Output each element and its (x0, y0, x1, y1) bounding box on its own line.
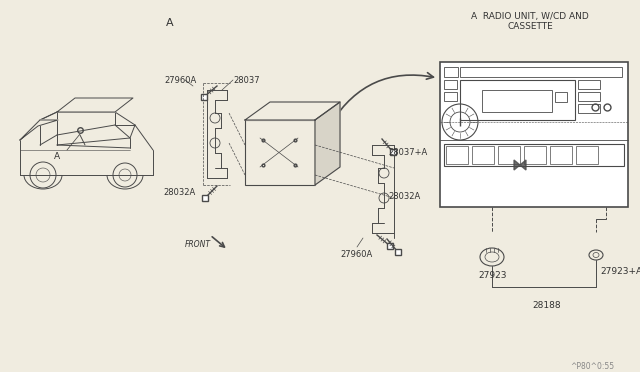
Text: A: A (166, 18, 174, 28)
Bar (555, 92, 567, 102)
Bar (444, 67, 458, 77)
Text: 27960A: 27960A (340, 250, 372, 259)
Text: A  RADIO UNIT, W/CD AND: A RADIO UNIT, W/CD AND (471, 12, 589, 21)
Bar (578, 92, 600, 101)
Bar (444, 144, 624, 166)
Bar (578, 80, 600, 89)
Text: A: A (54, 152, 60, 161)
Bar (578, 104, 600, 113)
Text: FRONT: FRONT (185, 240, 211, 249)
Polygon shape (315, 102, 340, 185)
Polygon shape (514, 160, 520, 170)
Text: 28037: 28037 (233, 76, 260, 85)
Text: 28037+A: 28037+A (388, 148, 428, 157)
Bar (446, 146, 468, 164)
Text: 27923+A: 27923+A (600, 267, 640, 276)
Text: 28032A: 28032A (163, 188, 195, 197)
Polygon shape (20, 120, 58, 140)
Bar (576, 146, 598, 164)
Bar (245, 120, 315, 185)
Text: ^P80^0:55: ^P80^0:55 (570, 362, 614, 371)
Bar (444, 92, 457, 101)
Bar (550, 146, 572, 164)
Bar (444, 80, 457, 89)
Bar (460, 67, 622, 77)
Bar (440, 62, 628, 207)
Bar (460, 80, 575, 120)
Text: CASSETTE: CASSETTE (507, 22, 553, 31)
Bar (482, 90, 552, 112)
FancyArrowPatch shape (332, 73, 433, 123)
Bar (524, 146, 546, 164)
Text: 27960A: 27960A (164, 76, 196, 85)
Text: 28032A: 28032A (388, 192, 420, 201)
Text: 27923: 27923 (478, 271, 506, 280)
Polygon shape (520, 160, 526, 170)
Text: 28188: 28188 (532, 301, 561, 310)
Bar (472, 146, 494, 164)
Polygon shape (245, 102, 340, 120)
Bar (498, 146, 520, 164)
Polygon shape (57, 98, 133, 112)
